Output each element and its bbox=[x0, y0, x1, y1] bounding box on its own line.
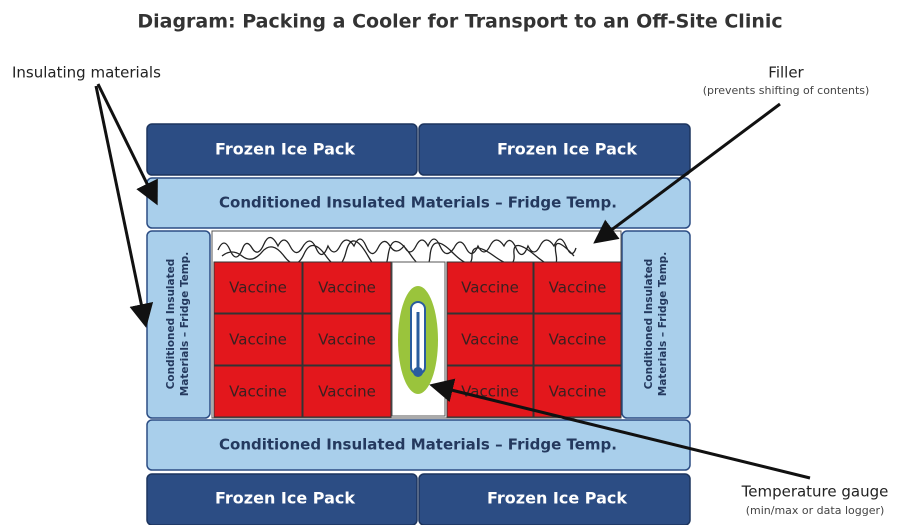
vaccine-label: Vaccine bbox=[229, 383, 287, 401]
vaccine-label: Vaccine bbox=[549, 331, 607, 349]
callout-label: Filler bbox=[768, 64, 804, 82]
vaccine-label: Vaccine bbox=[461, 279, 519, 297]
vaccine-label: Vaccine bbox=[229, 331, 287, 349]
callout-label: Insulating materials bbox=[12, 64, 161, 82]
vaccine-label: Vaccine bbox=[318, 331, 376, 349]
vaccine-label: Vaccine bbox=[461, 331, 519, 349]
side-label: Conditioned Insulated bbox=[643, 259, 655, 390]
ice-pack-label: Frozen Ice Pack bbox=[487, 489, 627, 508]
side-label: Materials – Fridge Temp. bbox=[657, 252, 669, 396]
arrow bbox=[96, 86, 145, 322]
ice-pack-label: Frozen Ice Pack bbox=[497, 140, 637, 159]
band-label: Conditioned Insulated Materials – Fridge… bbox=[219, 436, 617, 454]
vaccine-label: Vaccine bbox=[318, 383, 376, 401]
ice-pack-label: Frozen Ice Pack bbox=[215, 489, 355, 508]
vaccine-label: Vaccine bbox=[461, 383, 519, 401]
side-panel bbox=[622, 231, 690, 418]
cooler-diagram: Diagram: Packing a Cooler for Transport … bbox=[0, 0, 912, 525]
thermometer-bulb bbox=[413, 367, 423, 377]
side-label: Conditioned Insulated bbox=[165, 259, 177, 390]
ice-pack-label: Frozen Ice Pack bbox=[215, 140, 355, 159]
callout-note: (min/max or data logger) bbox=[746, 504, 885, 517]
vaccine-label: Vaccine bbox=[549, 279, 607, 297]
title: Diagram: Packing a Cooler for Transport … bbox=[137, 11, 782, 33]
vaccine-label: Vaccine bbox=[549, 383, 607, 401]
vaccine-label: Vaccine bbox=[229, 279, 287, 297]
side-label: Materials – Fridge Temp. bbox=[179, 252, 191, 396]
vaccine-label: Vaccine bbox=[318, 279, 376, 297]
callout-note: (prevents shifting of contents) bbox=[703, 84, 870, 97]
callout-label: Temperature gauge bbox=[741, 483, 889, 501]
band-label: Conditioned Insulated Materials – Fridge… bbox=[219, 194, 617, 212]
